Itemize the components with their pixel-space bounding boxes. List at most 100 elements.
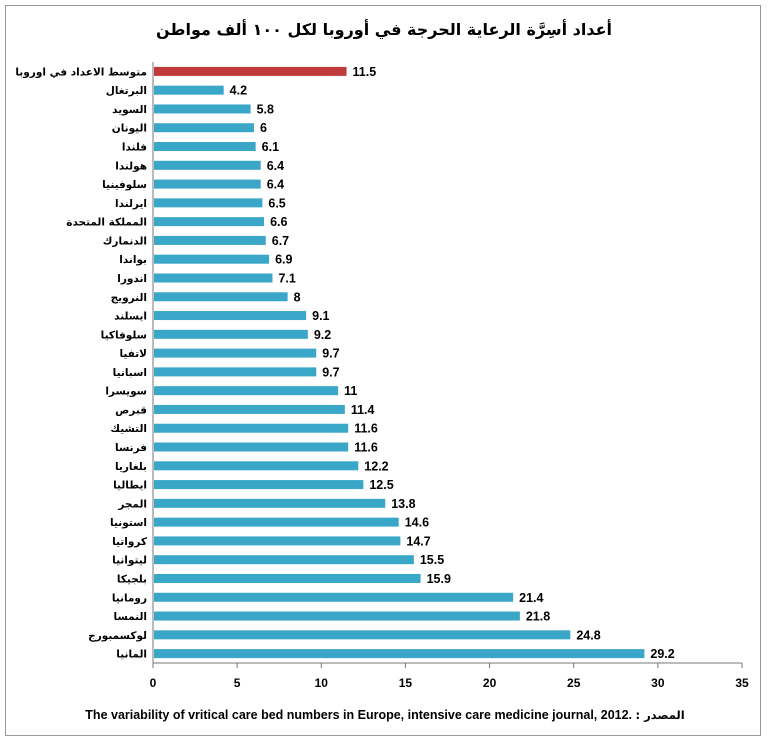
category-label: المجر [117, 498, 147, 510]
bar [154, 367, 317, 377]
data-label: 21.8 [526, 610, 550, 624]
bar [154, 461, 359, 471]
x-tick-label: 0 [150, 676, 157, 690]
data-label: 12.5 [369, 478, 393, 492]
category-label: بلجيكا [117, 573, 147, 585]
bar [154, 630, 571, 640]
data-label: 11.6 [354, 441, 378, 455]
bar [154, 160, 261, 170]
bar [154, 404, 345, 414]
data-label: 9.1 [312, 309, 329, 323]
bar [154, 311, 307, 321]
source-label: المصدر : [635, 708, 685, 722]
data-label: 9.7 [322, 347, 339, 361]
data-label: 11.6 [354, 422, 378, 436]
bar [154, 536, 401, 546]
category-label: قبرص [115, 404, 147, 416]
data-label: 6.9 [275, 253, 292, 267]
category-label: اليونان [112, 123, 147, 135]
x-tick-label: 15 [399, 676, 413, 690]
bar [154, 254, 270, 264]
bar [154, 649, 645, 659]
category-label: لاتفيا [119, 348, 147, 360]
category-label: بلغاريا [115, 461, 147, 473]
data-label: 6.7 [272, 234, 289, 248]
data-label: 15.9 [427, 572, 451, 586]
bar [154, 104, 251, 114]
x-tick-label: 20 [483, 676, 497, 690]
category-label: اسبانيا [113, 367, 147, 379]
category-label: ليتوانيا [112, 555, 147, 567]
bar [154, 592, 514, 602]
bar [154, 480, 364, 490]
source-line: The variability of vritical care bed num… [22, 708, 748, 722]
category-label: النرويج [111, 292, 147, 304]
bar [154, 329, 308, 339]
data-label: 6 [260, 121, 267, 135]
x-tick-label: 35 [735, 676, 749, 690]
data-label: 14.6 [405, 516, 429, 530]
source-text: The variability of vritical care bed num… [85, 708, 633, 722]
category-label: متوسط الاعداد في اوروبا [15, 66, 147, 78]
category-label: لوكسمبورج [88, 630, 147, 642]
bar [154, 555, 414, 565]
bar [154, 292, 288, 302]
category-label: ايرلندا [115, 198, 147, 210]
category-label: النمسا [114, 611, 148, 623]
x-tick-label: 30 [651, 676, 665, 690]
category-label: ايطاليا [113, 480, 147, 492]
data-label: 9.2 [314, 328, 331, 342]
x-tick-label: 25 [567, 676, 581, 690]
data-label: 6.6 [270, 215, 287, 229]
category-label: بواندا [119, 254, 147, 266]
data-label: 24.8 [576, 628, 600, 642]
bar [154, 142, 256, 152]
bar [154, 85, 224, 95]
category-label: سويسرا [105, 386, 147, 398]
bar [154, 198, 263, 208]
category-label: سلوفاكيا [101, 329, 147, 341]
data-label: 7.1 [278, 271, 295, 285]
x-tick-label: 10 [315, 676, 329, 690]
bar [154, 442, 349, 452]
data-label: 6.4 [267, 159, 284, 173]
data-label: 11 [344, 384, 357, 398]
bar [154, 517, 399, 527]
bar [154, 573, 421, 583]
category-label: رومانيا [112, 592, 147, 604]
bar [154, 423, 349, 433]
category-label: المملكة المتحدة [66, 217, 147, 229]
bar [154, 273, 273, 283]
data-label: 8 [294, 290, 301, 304]
chart-title: أعداد أسِرَّة الرعاية الحرجة في أوروبا ل… [156, 20, 612, 39]
category-label: السويد [112, 104, 147, 116]
data-label: 6.4 [267, 178, 284, 192]
x-tick-label: 5 [234, 676, 241, 690]
category-label: البرتغال [106, 85, 147, 97]
category-label: فلندا [122, 142, 147, 154]
data-label: 11.5 [353, 65, 377, 79]
bar [154, 66, 347, 76]
bar [154, 235, 266, 245]
category-label: المانيا [116, 649, 147, 661]
data-label: 14.7 [406, 534, 430, 548]
data-label: 13.8 [391, 497, 415, 511]
bar [154, 123, 254, 133]
data-label: 9.7 [322, 365, 339, 379]
category-label: اندورا [117, 273, 147, 285]
data-label: 6.5 [268, 196, 285, 210]
category-label: استونيا [110, 517, 147, 529]
category-label: كرواتيا [112, 536, 148, 548]
data-label: 21.4 [519, 591, 543, 605]
category-label: ايسلند [114, 311, 147, 323]
category-label: فرنسا [115, 442, 147, 454]
bar [154, 611, 520, 621]
data-label: 15.5 [420, 553, 444, 567]
category-label: الدنمارك [103, 235, 147, 247]
data-label: 4.2 [230, 84, 247, 98]
data-label: 12.2 [364, 459, 388, 473]
bar [154, 386, 339, 396]
data-label: 5.8 [257, 102, 274, 116]
category-label: التشيك [110, 423, 147, 435]
